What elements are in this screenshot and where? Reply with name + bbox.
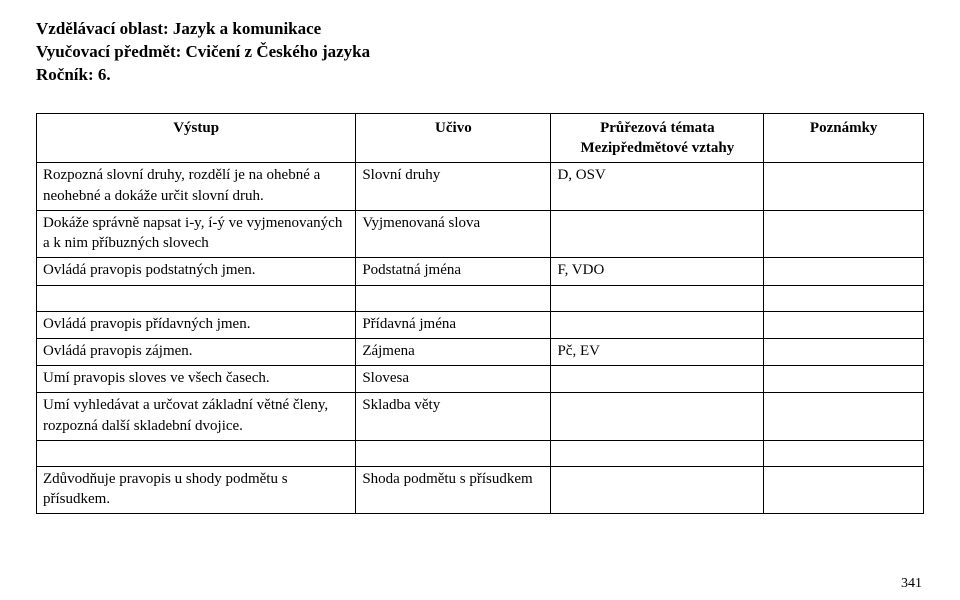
cell-ucivo: Podstatná jména [356,258,551,285]
cell-prurez [551,466,764,514]
cell-prurez: Pč, EV [551,338,764,365]
heading-line-1: Vzdělávací oblast: Jazyk a komunikace [36,18,924,41]
heading-line-3: Ročník: 6. [36,64,924,87]
table-header-row: Výstup Učivo Průřezová témata Mezipředmě… [37,113,924,163]
cell-ucivo: Skladba věty [356,393,551,441]
table-row: Ovládá pravopis přídavných jmen. Přídavn… [37,311,924,338]
cell-prurez [551,210,764,258]
table-row: Ovládá pravopis zájmen. Zájmena Pč, EV [37,338,924,365]
cell-vystup: Zdůvodňuje pravopis u shody podmětu s př… [37,466,356,514]
cell-pozn [764,338,924,365]
cell-pozn [764,393,924,441]
cell-prurez [551,366,764,393]
page: Vzdělávací oblast: Jazyk a komunikace Vy… [0,0,960,600]
col-header-prurez-line1: Průřezová témata [600,120,715,136]
cell-pozn [764,258,924,285]
document-heading: Vzdělávací oblast: Jazyk a komunikace Vy… [36,18,924,87]
table-row: Dokáže správně napsat i-y, í-ý ve vyjmen… [37,210,924,258]
cell-pozn [764,163,924,211]
cell-vystup: Umí vyhledávat a určovat základní větné … [37,393,356,441]
cell-vystup: Ovládá pravopis přídavných jmen. [37,311,356,338]
cell-vystup: Dokáže správně napsat i-y, í-ý ve vyjmen… [37,210,356,258]
cell-vystup: Ovládá pravopis zájmen. [37,338,356,365]
cell-prurez [551,393,764,441]
table-gap-row [37,440,924,466]
table-row: Zdůvodňuje pravopis u shody podmětu s př… [37,466,924,514]
col-header-vystup: Výstup [37,113,356,163]
table-row: Umí pravopis sloves ve všech časech. Slo… [37,366,924,393]
table-row: Rozpozná slovní druhy, rozdělí je na ohe… [37,163,924,211]
cell-vystup: Umí pravopis sloves ve všech časech. [37,366,356,393]
table-row: Umí vyhledávat a určovat základní větné … [37,393,924,441]
gap-cell [356,285,551,311]
cell-prurez: F, VDO [551,258,764,285]
cell-ucivo: Přídavná jména [356,311,551,338]
gap-cell [37,285,356,311]
cell-ucivo: Slovesa [356,366,551,393]
cell-vystup: Ovládá pravopis podstatných jmen. [37,258,356,285]
curriculum-table: Výstup Učivo Průřezová témata Mezipředmě… [36,113,924,515]
cell-ucivo: Zájmena [356,338,551,365]
gap-cell [551,440,764,466]
gap-cell [764,285,924,311]
cell-prurez [551,311,764,338]
heading-line-2: Vyučovací předmět: Cvičení z Českého jaz… [36,41,924,64]
gap-cell [764,440,924,466]
gap-cell [356,440,551,466]
col-header-ucivo: Učivo [356,113,551,163]
table-gap-row [37,285,924,311]
cell-vystup: Rozpozná slovní druhy, rozdělí je na ohe… [37,163,356,211]
col-header-prurez: Průřezová témata Mezipředmětové vztahy [551,113,764,163]
cell-ucivo: Slovní druhy [356,163,551,211]
gap-cell [551,285,764,311]
cell-prurez: D, OSV [551,163,764,211]
cell-pozn [764,366,924,393]
cell-pozn [764,466,924,514]
cell-pozn [764,311,924,338]
page-number: 341 [901,576,922,592]
table-row: Ovládá pravopis podstatných jmen. Podsta… [37,258,924,285]
cell-pozn [764,210,924,258]
cell-ucivo: Vyjmenovaná slova [356,210,551,258]
col-header-poznamky: Poznámky [764,113,924,163]
gap-cell [37,440,356,466]
cell-ucivo: Shoda podmětu s přísudkem [356,466,551,514]
col-header-prurez-line2: Mezipředmětové vztahy [581,140,735,156]
